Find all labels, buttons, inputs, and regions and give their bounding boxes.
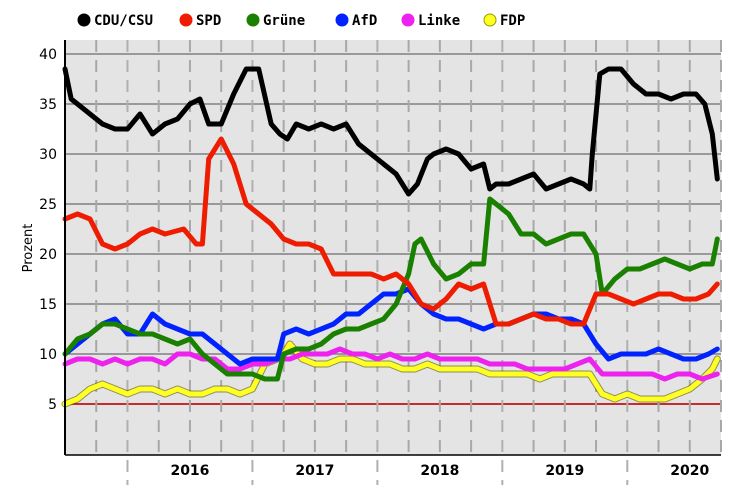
- legend-marker: [401, 13, 415, 27]
- legend-marker: [77, 13, 91, 27]
- series-lines: [61, 66, 721, 408]
- x-year-label: 2019: [545, 463, 584, 479]
- legend-label: Grüne: [263, 13, 305, 29]
- series-line-fdp: [62, 341, 720, 407]
- plot-background: [65, 40, 721, 455]
- legend-marker: [179, 13, 193, 27]
- legend-label: SPD: [196, 13, 221, 29]
- y-tick-label: 35: [39, 97, 57, 113]
- x-year-labels: 2016 2017 2018 2019 2020: [170, 463, 709, 479]
- legend-label: AfD: [352, 13, 377, 29]
- y-tick-label: 30: [39, 147, 57, 163]
- y-tick-label: 40: [39, 47, 57, 63]
- series-line-afd: [62, 286, 720, 367]
- y-tick-label: 20: [39, 247, 57, 263]
- legend: CDU/CSU SPD Grüne AfD Linke FDP: [77, 13, 525, 29]
- series-line-gr-ne: [62, 196, 720, 382]
- y-tick-labels: 5 10 15 20 25 30 35 40: [39, 47, 57, 413]
- legend-marker: [246, 13, 260, 27]
- y-tick-label: 10: [39, 347, 57, 363]
- x-year-label: 2018: [420, 463, 459, 479]
- y-tick-label: 15: [39, 297, 57, 313]
- y-tick-label: 5: [48, 397, 57, 413]
- legend-label: CDU/CSU: [94, 13, 153, 29]
- x-year-label: 2016: [170, 463, 209, 479]
- y-tick-label: 25: [39, 197, 57, 213]
- legend-marker: [335, 13, 349, 27]
- series-line-cdu-csu: [62, 66, 720, 197]
- series-line-linke: [62, 346, 720, 382]
- x-year-label: 2017: [295, 463, 334, 479]
- y-axis-label: Prozent: [21, 224, 36, 273]
- legend-label: Linke: [418, 13, 460, 29]
- x-year-label: 2020: [670, 463, 709, 479]
- series-line-spd: [62, 136, 720, 327]
- legend-label: FDP: [500, 13, 525, 29]
- legend-marker: [483, 13, 497, 27]
